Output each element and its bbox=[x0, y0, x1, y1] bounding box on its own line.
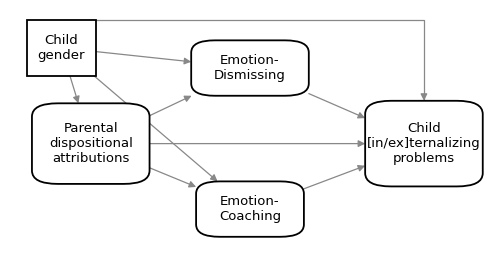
Text: Parental
dispositional
attributions: Parental dispositional attributions bbox=[49, 122, 132, 165]
Text: Child
gender: Child gender bbox=[38, 34, 85, 62]
FancyBboxPatch shape bbox=[191, 40, 309, 96]
Text: Emotion-
Dismissing: Emotion- Dismissing bbox=[214, 54, 286, 82]
Text: Emotion-
Coaching: Emotion- Coaching bbox=[219, 195, 281, 223]
Text: Child
[in/ex]ternalizing
problems: Child [in/ex]ternalizing problems bbox=[367, 122, 481, 165]
FancyBboxPatch shape bbox=[196, 181, 304, 237]
FancyBboxPatch shape bbox=[32, 103, 150, 184]
FancyBboxPatch shape bbox=[365, 101, 483, 186]
FancyBboxPatch shape bbox=[27, 20, 96, 76]
